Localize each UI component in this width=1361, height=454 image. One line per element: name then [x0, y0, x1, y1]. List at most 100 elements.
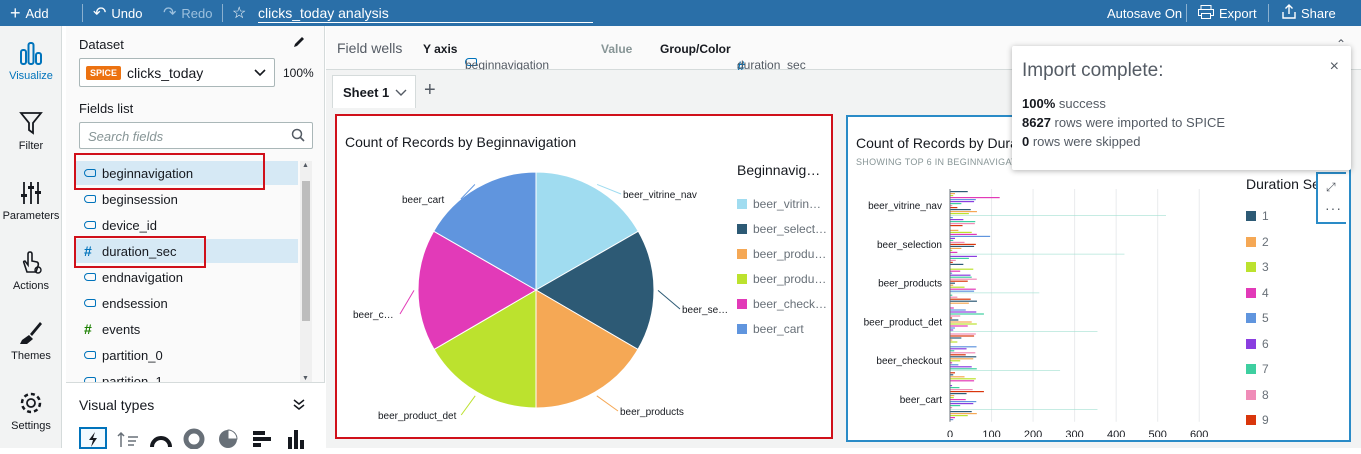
field-item-endnavigation[interactable]: endnavigation	[76, 265, 298, 289]
pie-slice-beer_selection[interactable]	[535, 230, 655, 351]
share-button[interactable]: Share	[1282, 0, 1336, 26]
donut-visual-icon[interactable]	[182, 427, 206, 449]
favorite-star-icon[interactable]: ☆	[232, 5, 247, 22]
bar-legend-item[interactable]: 7	[1246, 362, 1269, 376]
field-item-label: endsession	[102, 295, 168, 311]
pie-slice-beer_checkout[interactable]	[417, 230, 537, 351]
pie-slice-beer_cart[interactable]	[433, 171, 537, 291]
field-item-label: beginnavigation	[102, 165, 194, 181]
autograph-visual-icon[interactable]	[79, 427, 107, 449]
field-item-device-id[interactable]: device_id	[76, 213, 298, 237]
field-item-beginsession[interactable]: beginsession	[76, 187, 298, 211]
rail-filter[interactable]: Filter	[0, 110, 62, 152]
pie-legend-item[interactable]: beer_vitrin…	[737, 197, 821, 211]
analysis-title-input[interactable]: clicks_today analysis	[258, 3, 593, 23]
undo-button[interactable]: ↶ Undo	[93, 5, 143, 22]
measure-hash-icon: #	[737, 58, 745, 74]
redo-button[interactable]: ↷ Redo	[163, 5, 213, 22]
bar-segment	[950, 221, 976, 223]
bar-segment	[950, 239, 954, 241]
bar-segment	[950, 346, 977, 348]
sort-bars-visual-icon[interactable]	[116, 429, 140, 449]
rail-actions[interactable]: Actions	[0, 250, 62, 292]
field-item-label: partition_0	[102, 347, 163, 363]
field-item-partition-0[interactable]: partition_0	[76, 343, 298, 367]
tab-sheet-1[interactable]: Sheet 1	[332, 75, 416, 108]
add-sheet-icon[interactable]: +	[424, 79, 436, 101]
add-button[interactable]: + Add	[10, 2, 49, 23]
rail-visualize[interactable]: Visualize	[0, 40, 62, 82]
pie-leader-line	[657, 290, 681, 310]
collapse-wells-icon[interactable]: ⌃	[1336, 37, 1347, 51]
bar-legend-item[interactable]: 2	[1246, 235, 1269, 249]
field-item-events[interactable]: # events	[76, 317, 298, 341]
gauge-visual-icon[interactable]	[149, 429, 173, 449]
pie-legend-item[interactable]: beer_produ…	[737, 272, 826, 286]
legend-label: beer_produ…	[753, 247, 827, 261]
export-button[interactable]: Export	[1198, 0, 1257, 26]
legend-swatch	[1246, 262, 1256, 272]
legend-label: 4	[1262, 285, 1269, 300]
fields-scrollbar[interactable]: ▲ ▼	[300, 161, 312, 383]
bar-segment	[950, 251, 958, 253]
pie-slice-beer_product_det[interactable]	[433, 289, 537, 409]
measure-hash-icon: #	[84, 321, 92, 337]
bar-segment	[950, 315, 961, 317]
group-color-well-label: Group/Color	[660, 42, 731, 56]
legend-swatch	[1246, 415, 1256, 425]
pie-legend-item[interactable]: beer_produ…	[737, 247, 826, 261]
pie-legend-item[interactable]: beer_cart	[737, 322, 804, 336]
dataset-select[interactable]: SPICE clicks_today	[79, 58, 275, 87]
collapse-chevron-icon[interactable]	[292, 397, 306, 416]
bar-segment	[950, 243, 976, 245]
rail-parameters[interactable]: Parameters	[0, 180, 62, 222]
field-wells-label[interactable]: Field wells	[337, 40, 403, 56]
field-item-duration-sec[interactable]: # duration_sec	[76, 239, 298, 263]
bar-legend-item[interactable]: 3	[1246, 260, 1269, 274]
pie-slice-beer_vitrine_nav[interactable]	[535, 171, 639, 291]
vertical-bar-visual-icon[interactable]	[284, 427, 308, 449]
pie-chart: beer_vitrine_nav beer_se… beer_products bee…	[353, 171, 728, 422]
bar-legend-item[interactable]: 5	[1246, 311, 1269, 325]
pie-slice-label: beer_c…	[353, 310, 394, 321]
pie-slice-label: beer_products	[620, 407, 684, 418]
close-icon[interactable]: ×	[1329, 58, 1339, 75]
legend-label: 8	[1262, 387, 1269, 402]
field-item-endsession[interactable]: endsession	[76, 291, 298, 315]
bar-legend-item[interactable]: 1	[1246, 209, 1269, 223]
more-options-icon[interactable]: ···	[1325, 200, 1342, 216]
pie-title: Count of Records by Beginnavigation	[345, 134, 577, 150]
rail-themes[interactable]: Themes	[0, 320, 62, 362]
toast-title: Import complete:	[1022, 60, 1164, 81]
bar-legend-item[interactable]: 4	[1246, 286, 1269, 300]
legend-label: 3	[1262, 260, 1269, 274]
bar-segment	[950, 231, 972, 233]
bar-x-tick-label: 300	[1065, 429, 1083, 437]
field-item-beginnavigation[interactable]: beginnavigation	[76, 161, 298, 185]
highlight-beginnavigation	[74, 153, 265, 190]
legend-swatch	[737, 224, 747, 234]
bar-legend-title: Duration Se	[1246, 176, 1320, 192]
pie-legend-item[interactable]: beer_select…	[737, 222, 827, 236]
autosave-toggle[interactable]: Autosave On	[1107, 5, 1183, 21]
pie-leader-line	[596, 183, 622, 195]
bar-segment	[950, 395, 955, 397]
bar-x-tick-label: 100	[982, 429, 1000, 437]
legend-label: beer_select…	[753, 222, 828, 236]
value-well-label[interactable]: Value	[601, 42, 633, 56]
horizontal-bar-visual-icon[interactable]	[250, 427, 274, 449]
bar-legend-item[interactable]: 6	[1246, 337, 1269, 351]
search-fields-input[interactable]: Search fields	[79, 122, 313, 149]
pie-legend-item[interactable]: beer_check…	[737, 297, 827, 311]
bar-segment	[950, 341, 958, 343]
bar-segment	[950, 282, 955, 284]
rail-settings[interactable]: Settings	[0, 390, 62, 432]
edit-pencil-icon[interactable]	[292, 35, 306, 54]
pie-visual[interactable]: Count of Records by Beginnavigation beer…	[336, 115, 832, 438]
pie-visual-icon[interactable]	[216, 427, 240, 449]
pie-slice-beer_products[interactable]	[535, 289, 639, 409]
spice-badge: SPICE	[86, 65, 122, 80]
bar-legend-item[interactable]: 8	[1246, 388, 1269, 402]
expand-icon[interactable]: ⤢	[1326, 180, 1336, 194]
bar-legend-item[interactable]: 9	[1246, 413, 1269, 427]
